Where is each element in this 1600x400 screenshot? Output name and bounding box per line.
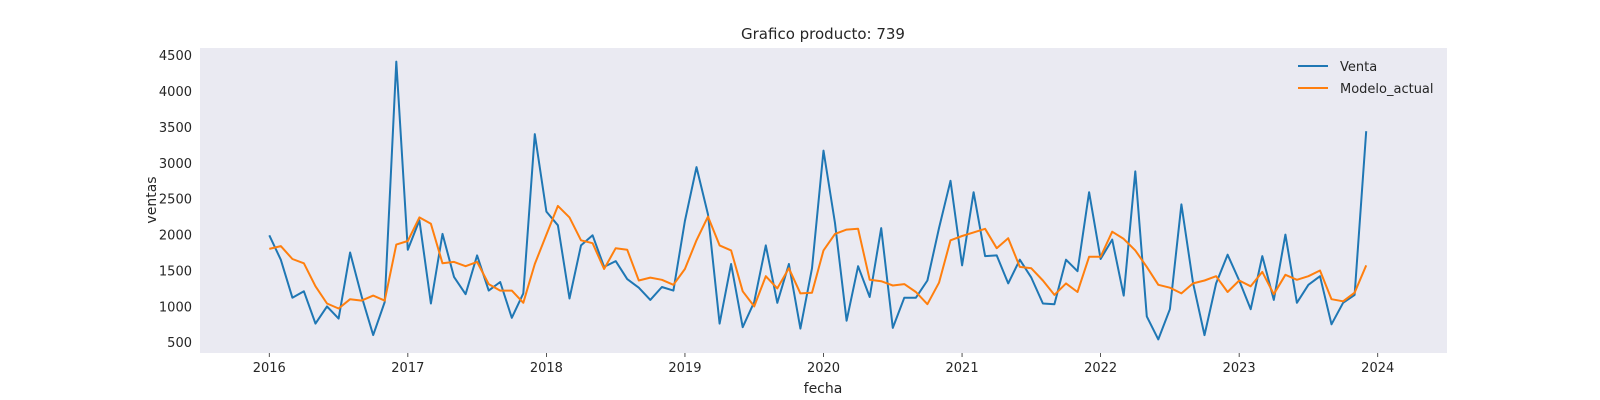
x-tick-label: 2017 [391,361,424,376]
y-tick-label: 4500 [159,49,192,64]
y-tick-label: 1500 [159,264,192,279]
y-tick-label: 1000 [159,300,192,315]
series-line-venta [268,60,1368,341]
x-axis-label: fecha [804,381,843,397]
x-tick-label: 2024 [1361,361,1394,376]
legend-label-modelo-actual: Modelo_actual [1340,82,1434,97]
x-tick-label: 2023 [1223,361,1256,376]
x-tick-label: 2020 [807,361,840,376]
x-tick-label: 2016 [253,361,286,376]
legend: Venta Modelo_actual [1298,60,1434,97]
plot-area [200,48,1447,353]
y-tick-label: 500 [167,336,192,351]
x-tick-labels: 2016 2017 2018 2019 2020 2021 2022 2023 2024 [253,353,1394,376]
series-lines [268,60,1368,341]
y-tick-labels: 500 1000 1500 2000 2500 3000 3500 4000 4500 [159,49,192,351]
y-tick-label: 2000 [159,229,192,244]
y-tick-label: 3000 [159,157,192,172]
y-axis-label: ventas [144,176,160,223]
y-tick-label: 2500 [159,193,192,208]
x-tick-label: 2021 [946,361,979,376]
x-tick-label: 2019 [668,361,701,376]
x-tick-label: 2018 [530,361,563,376]
series-line-modelo-actual [269,204,1368,310]
x-tick-label: 2022 [1084,361,1117,376]
legend-label-venta: Venta [1340,60,1377,75]
chart-title: Grafico producto: 739 [741,25,905,43]
y-tick-label: 4000 [159,85,192,100]
y-tick-label: 3500 [159,121,192,136]
